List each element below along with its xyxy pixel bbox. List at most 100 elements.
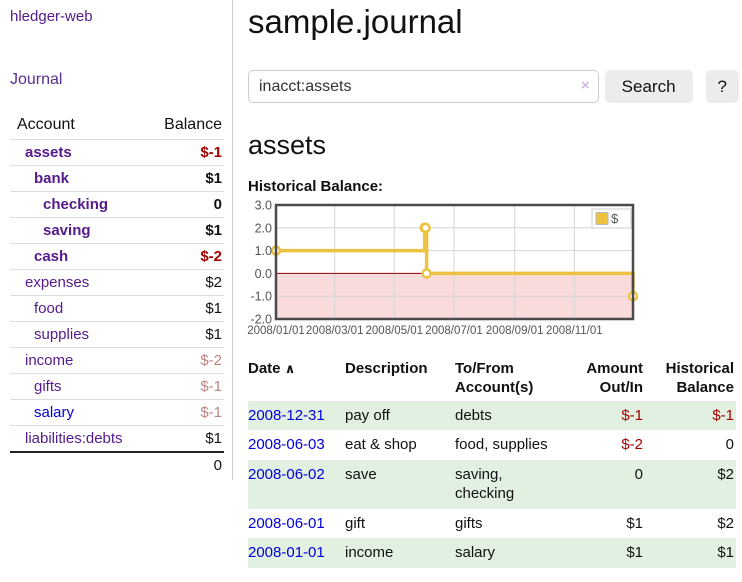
sidebar-account-link[interactable]: cash xyxy=(34,248,69,265)
account-balance: $-1 xyxy=(144,139,224,166)
column-header-balance: Historical Balance xyxy=(665,360,734,396)
account-balance: $-1 xyxy=(144,373,224,400)
svg-text:2008/05/01: 2008/05/01 xyxy=(366,325,424,337)
sort-ascending-icon: ∧ xyxy=(284,361,296,376)
transaction-accounts: gifts xyxy=(455,514,483,532)
svg-text:1.0: 1.0 xyxy=(255,244,272,258)
account-row: salary $-1 xyxy=(10,399,224,426)
account-balance: $1 xyxy=(144,217,224,244)
transaction-accounts: salary xyxy=(455,544,496,561)
sidebar-account-link[interactable]: saving xyxy=(43,222,91,239)
transaction-date-link[interactable]: 2008-01-01 xyxy=(248,544,325,561)
account-row: checking 0 xyxy=(10,191,224,218)
transaction-balance: $-1 xyxy=(712,406,734,424)
svg-text:3.0: 3.0 xyxy=(255,199,272,213)
chart-title: Historical Balance: xyxy=(248,178,384,195)
sidebar-accounts-table: Account Balance assets $-1 bank $1 checking 0… xyxy=(10,113,224,478)
transaction-description: eat & shop xyxy=(345,436,417,453)
svg-text:2008/09/01: 2008/09/01 xyxy=(486,325,544,337)
accounts-total-balance: 0 xyxy=(144,451,224,478)
transaction-date-link[interactable]: 2008-12-31 xyxy=(248,406,325,424)
transaction-balance: $2 xyxy=(717,514,734,532)
sidebar-account-link[interactable]: bank xyxy=(34,170,70,187)
svg-text:2008/03/01: 2008/03/01 xyxy=(306,325,364,337)
account-balance: 0 xyxy=(144,191,224,218)
account-row: liabilities:debts $1 xyxy=(10,425,224,453)
accounts-header-balance: Balance xyxy=(144,113,224,140)
account-balance: $1 xyxy=(144,295,224,322)
legend-swatch-icon xyxy=(595,212,609,225)
transaction-description: gift xyxy=(345,514,366,532)
sidebar-account-link[interactable]: supplies xyxy=(34,326,90,343)
transaction-balance: $2 xyxy=(717,465,734,483)
transactions-table: Date ∧ Description To/From Account(s) Am… xyxy=(248,357,736,568)
sidebar-account-link[interactable]: salary xyxy=(34,404,75,421)
account-balance: $-2 xyxy=(144,243,224,270)
transaction-accounts: food, supplies xyxy=(455,436,548,453)
column-header-description: Description xyxy=(345,360,428,377)
svg-text:2008/01/01: 2008/01/01 xyxy=(247,325,305,337)
account-row: bank $1 xyxy=(10,165,224,192)
sidebar-item-journal[interactable]: Journal xyxy=(10,71,63,88)
transaction-date-link[interactable]: 2008-06-01 xyxy=(248,514,325,532)
sidebar-account-link[interactable]: income xyxy=(25,352,74,369)
historical-balance-chart: $3.0 2.0 1.0 0.0 -1.0 -2.0 2008/01/01 2008/03/0… xyxy=(247,199,739,344)
clear-search-icon[interactable]: × xyxy=(580,77,590,94)
transaction-amount: $1 xyxy=(626,514,643,532)
accounts-header-account: Account xyxy=(10,113,145,140)
svg-text:2008/11/01: 2008/11/01 xyxy=(546,325,603,337)
app-title-link[interactable]: hledger-web xyxy=(10,8,93,25)
account-heading: assets xyxy=(248,130,327,160)
account-row: saving $1 xyxy=(10,217,224,244)
column-header-amount: Amount Out/In xyxy=(586,360,643,396)
svg-text:-1.0: -1.0 xyxy=(250,290,272,304)
transaction-row: 2008-06-02 save saving, checking 0 $2 xyxy=(248,459,736,509)
accounts-header-row: Account Balance xyxy=(10,113,224,140)
sidebar-account-link[interactable]: expenses xyxy=(25,274,90,291)
account-row: income $-2 xyxy=(10,347,224,374)
transaction-row: 2008-06-01 gift gifts $1 $2 xyxy=(248,509,736,539)
column-header-accounts: To/From Account(s) xyxy=(455,360,534,396)
transaction-row: 2008-06-03 eat & shop food, supplies $-2 0 xyxy=(248,430,736,460)
transaction-amount: $-1 xyxy=(621,406,643,424)
svg-text:-2.0: -2.0 xyxy=(250,313,272,327)
svg-text:2.0: 2.0 xyxy=(255,221,272,235)
main-content: sample.journal × Search ? assets Histori… xyxy=(247,0,739,568)
sidebar: hledger-web Journal Account Balance asse… xyxy=(0,0,233,480)
svg-text:0.0: 0.0 xyxy=(255,267,272,281)
search-button[interactable]: Search xyxy=(604,70,693,103)
sidebar-account-link[interactable]: checking xyxy=(43,196,109,213)
transaction-amount: $-2 xyxy=(621,436,643,453)
transaction-row: 2008-12-31 pay off debts $-1 $-1 xyxy=(248,400,736,430)
transaction-accounts: saving, checking xyxy=(455,465,515,503)
transaction-balance: 0 xyxy=(725,436,734,453)
transaction-description: income xyxy=(345,544,394,561)
column-header-date[interactable]: Date ∧ xyxy=(248,360,296,377)
sidebar-account-link[interactable]: food xyxy=(34,300,64,317)
sidebar-account-link[interactable]: assets xyxy=(25,144,72,161)
transaction-description: pay off xyxy=(345,406,390,424)
account-balance: $-1 xyxy=(144,399,224,426)
help-button[interactable]: ? xyxy=(705,70,739,103)
account-balance: $1 xyxy=(144,165,224,192)
search-input[interactable] xyxy=(248,70,599,103)
page-title: sample.journal xyxy=(248,3,463,40)
transaction-amount: 0 xyxy=(634,465,643,483)
account-row: expenses $2 xyxy=(10,269,224,296)
transaction-amount: $1 xyxy=(626,544,643,561)
accounts-total-row: 0 xyxy=(10,451,224,478)
search-bar: × Search ? xyxy=(248,70,739,103)
chart-legend: $ xyxy=(591,208,632,229)
account-balance: $-2 xyxy=(144,347,224,374)
account-balance: $1 xyxy=(144,425,224,453)
sidebar-account-link[interactable]: gifts xyxy=(34,378,62,395)
account-balance: $2 xyxy=(144,269,224,296)
sidebar-account-link[interactable]: liabilities:debts xyxy=(25,430,123,447)
account-row: food $1 xyxy=(10,295,224,322)
svg-text:$: $ xyxy=(611,211,619,226)
transaction-accounts: debts xyxy=(455,406,492,424)
transaction-date-link[interactable]: 2008-06-03 xyxy=(248,436,325,453)
transaction-date-link[interactable]: 2008-06-02 xyxy=(248,465,325,483)
transaction-balance: $1 xyxy=(717,544,734,561)
transaction-row: 2008-01-01 income salary $1 $1 xyxy=(248,538,736,568)
